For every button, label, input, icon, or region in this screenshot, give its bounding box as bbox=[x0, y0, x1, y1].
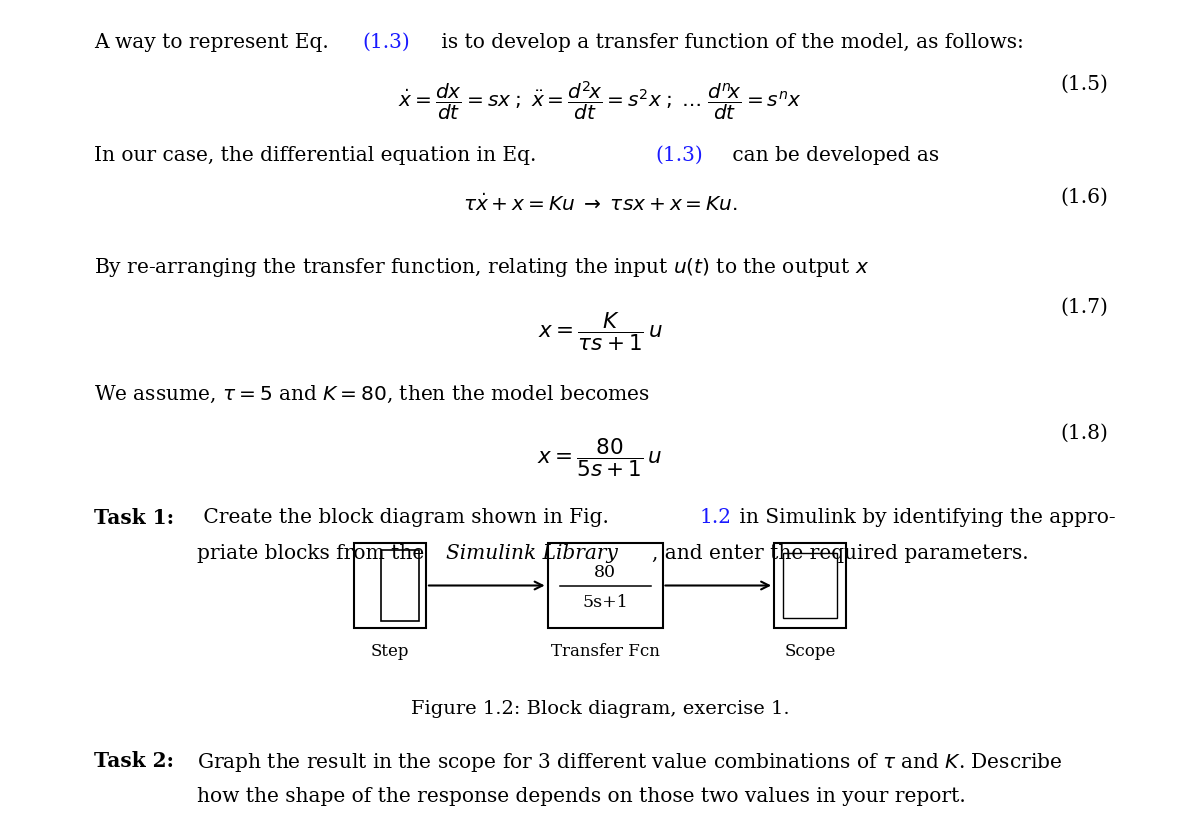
Text: Transfer Fcn: Transfer Fcn bbox=[551, 643, 660, 660]
Text: 1.2: 1.2 bbox=[698, 508, 731, 527]
Text: In our case, the differential equation in Eq.: In our case, the differential equation i… bbox=[94, 146, 542, 165]
Text: can be developed as: can be developed as bbox=[726, 146, 940, 165]
Text: (1.7): (1.7) bbox=[1060, 298, 1108, 317]
Text: $x = \dfrac{80}{5s + 1}\,u$: $x = \dfrac{80}{5s + 1}\,u$ bbox=[538, 436, 662, 478]
Text: Simulink Library: Simulink Library bbox=[446, 544, 618, 563]
Text: 80: 80 bbox=[594, 564, 616, 581]
Text: (1.3): (1.3) bbox=[655, 146, 703, 165]
Text: Graph the result in the scope for 3 different value combinations of $\tau$ and $: Graph the result in the scope for 3 diff… bbox=[197, 751, 1062, 774]
Text: (1.8): (1.8) bbox=[1060, 424, 1108, 443]
Text: $\dot{x} = \dfrac{dx}{dt} = sx\;;\;\ddot{x} = \dfrac{d^2\!x}{dt} = s^2 x\;;\;\ld: $\dot{x} = \dfrac{dx}{dt} = sx\;;\;\ddot… bbox=[398, 80, 802, 123]
Text: is to develop a transfer function of the model, as follows:: is to develop a transfer function of the… bbox=[436, 33, 1024, 52]
Text: A way to represent Eq.: A way to represent Eq. bbox=[94, 33, 335, 52]
Text: Step: Step bbox=[371, 643, 409, 660]
Text: $x = \dfrac{K}{\tau s + 1}\,u$: $x = \dfrac{K}{\tau s + 1}\,u$ bbox=[538, 310, 662, 353]
Text: Figure 1.2: Block diagram, exercise 1.: Figure 1.2: Block diagram, exercise 1. bbox=[410, 700, 790, 718]
Text: By re-arranging the transfer function, relating the input $u(t)$ to the output $: By re-arranging the transfer function, r… bbox=[94, 256, 870, 279]
Bar bbox=[354, 543, 426, 628]
Text: priate blocks from the: priate blocks from the bbox=[197, 544, 431, 563]
Bar bbox=[774, 543, 846, 628]
Text: in Simulink by identifying the appro-: in Simulink by identifying the appro- bbox=[733, 508, 1116, 527]
Bar bbox=[782, 553, 838, 618]
Text: (1.5): (1.5) bbox=[1060, 75, 1108, 94]
Text: Task 2:: Task 2: bbox=[94, 751, 174, 771]
Text: 5s+1: 5s+1 bbox=[582, 594, 628, 611]
Text: , and enter the required parameters.: , and enter the required parameters. bbox=[652, 544, 1028, 563]
Text: Task 1:: Task 1: bbox=[94, 508, 174, 528]
Text: Scope: Scope bbox=[785, 643, 835, 660]
Text: Create the block diagram shown in Fig.: Create the block diagram shown in Fig. bbox=[197, 508, 616, 527]
Text: (1.3): (1.3) bbox=[362, 33, 409, 52]
Text: $\tau\dot{x} + x = Ku \;\rightarrow\; \tau sx + x = Ku.$: $\tau\dot{x} + x = Ku \;\rightarrow\; \t… bbox=[462, 193, 738, 215]
Text: how the shape of the response depends on those two values in your report.: how the shape of the response depends on… bbox=[197, 787, 966, 806]
Text: (1.6): (1.6) bbox=[1060, 188, 1108, 207]
Bar bbox=[547, 543, 662, 628]
Bar bbox=[382, 550, 419, 621]
Text: We assume, $\tau = 5$ and $K = 80$, then the model becomes: We assume, $\tau = 5$ and $K = 80$, then… bbox=[94, 384, 650, 406]
